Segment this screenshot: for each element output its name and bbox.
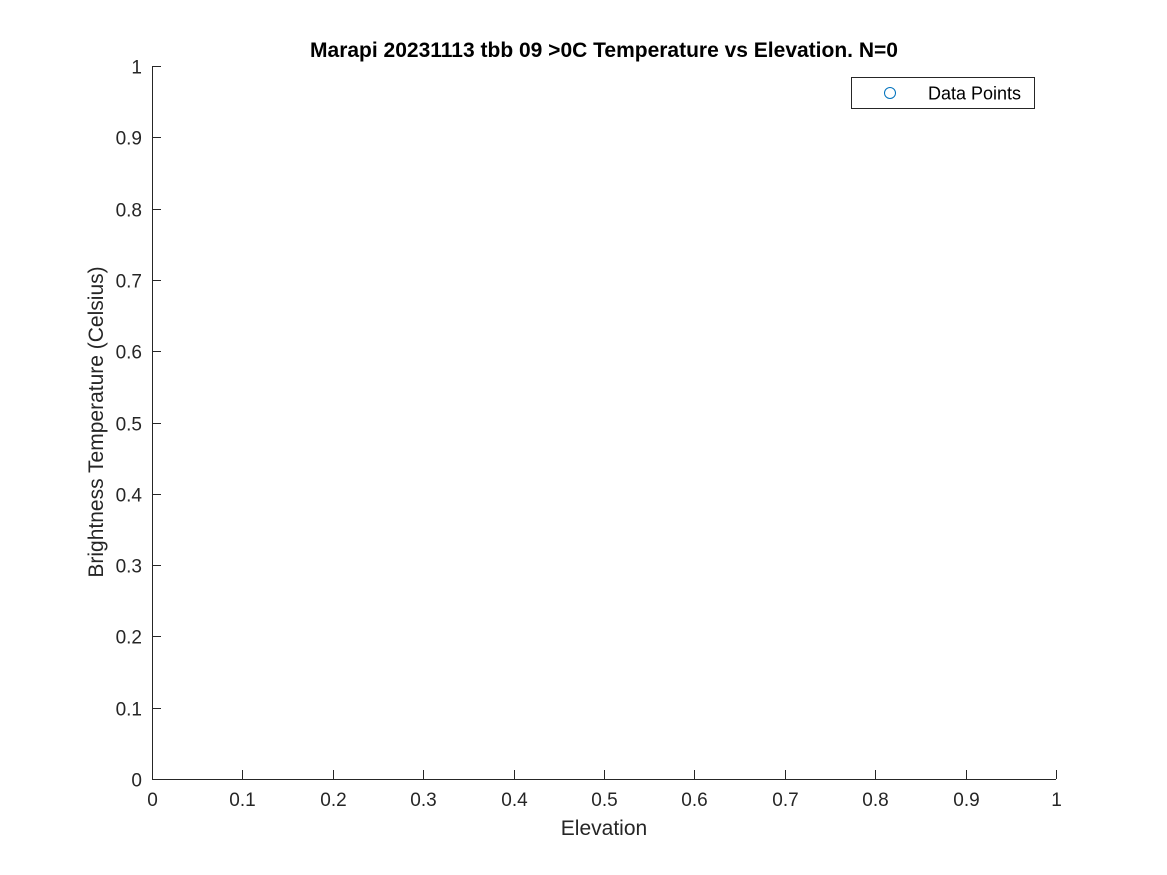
y-ticks: 0 0.1 0.2 0.3 0.4 0.5 0.6 0.7 0.8 0.9 1 [116,58,161,792]
x-tick-label: 0.1 [229,790,255,811]
x-tick-label: 0 [147,790,158,811]
x-tick-label: 0.5 [591,790,617,811]
y-tick-label: 0.5 [116,415,142,436]
y-tick-label: 0 [131,771,142,792]
plot-area: 0 0.1 0.2 0.3 0.4 0.5 0.6 0.7 0.8 0.9 1 0 0.1 0.2 0.3… [116,58,1062,812]
x-tick-label: 0.7 [772,790,798,811]
y-tick-label: 0.4 [116,486,143,507]
y-axis-title: Brightness Temperature (Celsius) [85,266,108,577]
y-tick-label: 0.7 [116,272,142,293]
y-tick-label: 1 [131,58,142,79]
legend-label: Data Points [928,84,1021,104]
legend-marker-icon [884,87,896,99]
y-tick-label: 0.2 [116,628,142,649]
legend[interactable]: Data Points [851,77,1035,109]
y-tick-label: 0.6 [116,343,142,364]
x-tick-label: 0.4 [501,790,528,811]
x-tick-label: 0.8 [862,790,888,811]
x-tick-label: 0.6 [681,790,707,811]
x-tick-label: 0.2 [320,790,346,811]
x-tick-label: 1 [1051,790,1062,811]
y-tick-label: 0.9 [116,129,142,150]
y-tick-label: 0.8 [116,201,142,222]
x-tick-label: 0.3 [410,790,436,811]
x-ticks: 0 0.1 0.2 0.3 0.4 0.5 0.6 0.7 0.8 0.9 1 [147,770,1062,811]
chart-title: Marapi 20231113 tbb 09 >0C Temperature v… [310,39,898,62]
y-tick-label: 0.1 [116,700,142,721]
x-tick-label: 0.9 [953,790,979,811]
y-tick-label: 0.3 [116,557,142,578]
x-axis-title: Elevation [561,817,647,840]
legend-box [851,77,1035,109]
